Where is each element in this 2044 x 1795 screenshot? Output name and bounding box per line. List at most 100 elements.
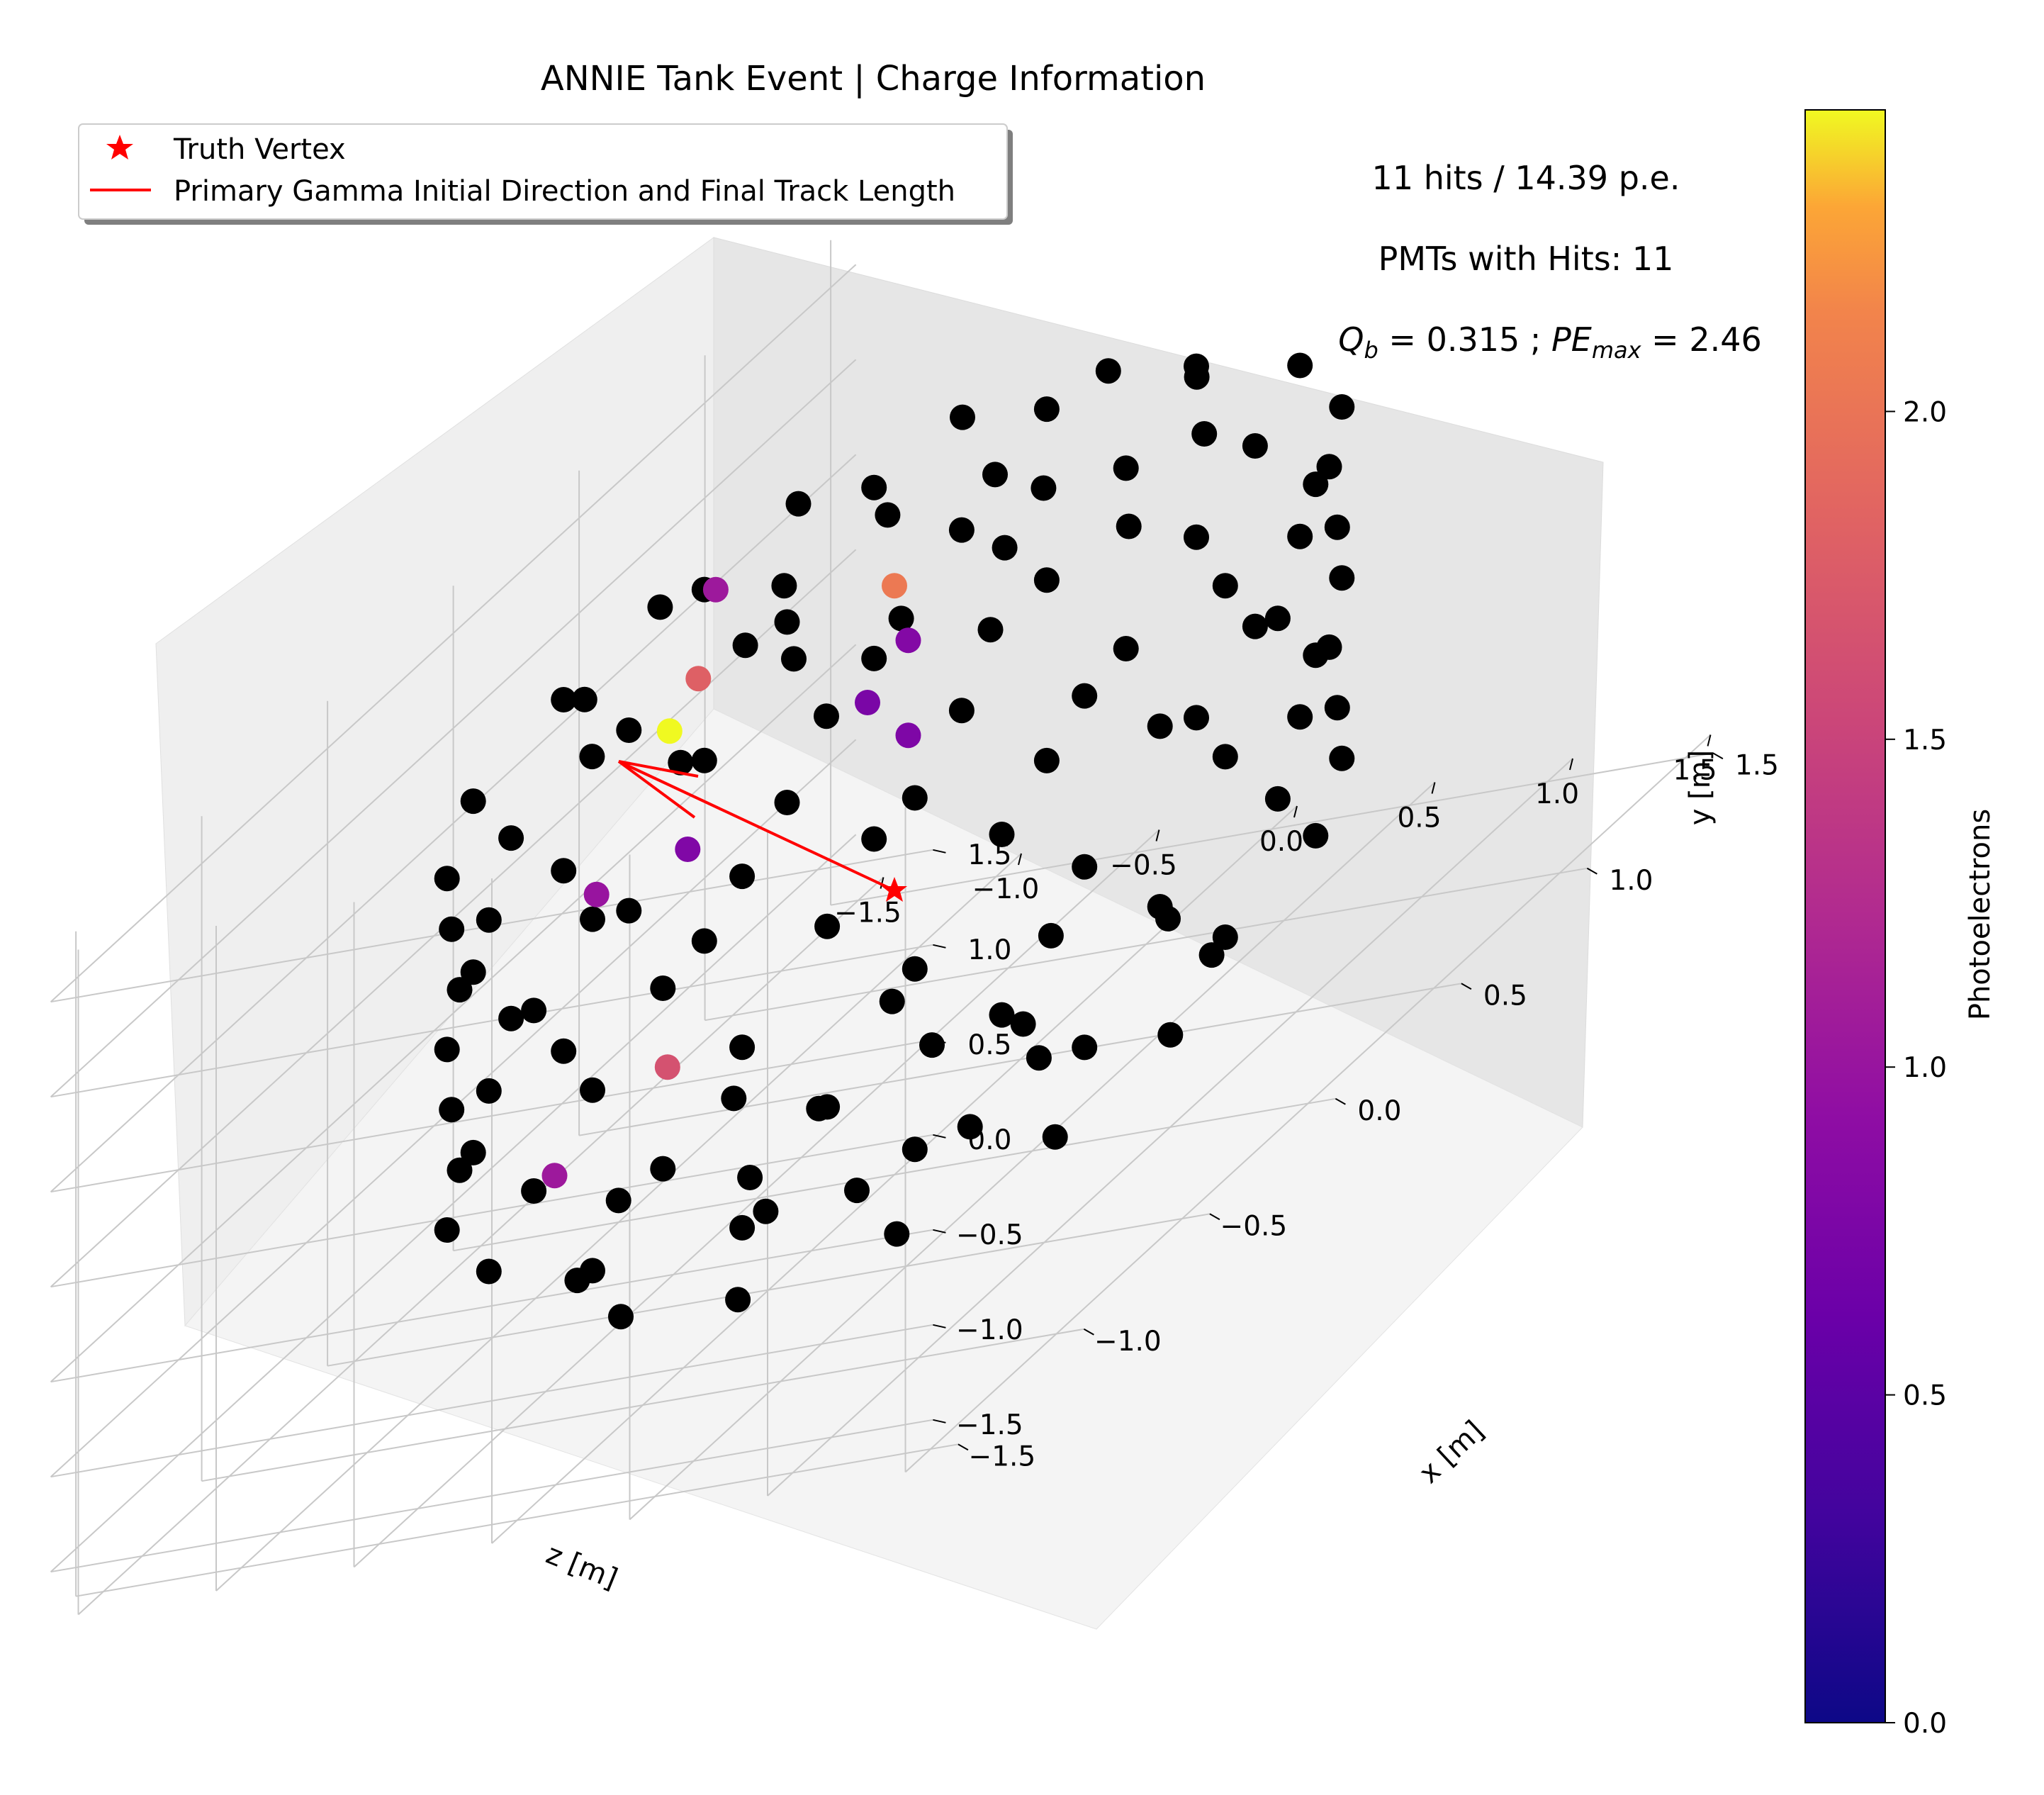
unhit-pmt-point-28 (616, 717, 642, 743)
qb-value: = 0.315 ; (1378, 320, 1551, 359)
unhit-pmt-point-55 (884, 1221, 910, 1247)
x-tick-label-2: −0.5 (1220, 1210, 1288, 1242)
unhit-pmt-point-99 (1212, 744, 1238, 770)
gridline-y-wall-x-5 (50, 359, 857, 1097)
unhit-pmt-point-106 (1264, 785, 1291, 812)
charge-balance-annotation: Qb = 0.315 ; PEmax = 2.46 (1338, 320, 1762, 364)
unhit-pmt-point-24 (571, 686, 597, 712)
y-tick-label-2: −0.5 (956, 1219, 1023, 1251)
unhit-pmt-point-70 (948, 698, 975, 724)
unhit-pmt-point-103 (1242, 433, 1268, 459)
z-tick-mark-5 (1569, 758, 1573, 771)
pemax-value: = 2.46 (1641, 320, 1762, 359)
unhit-pmt-point-54 (844, 1178, 870, 1204)
unhit-pmt-point-93 (1155, 905, 1181, 932)
unhit-pmt-point-27 (605, 1187, 631, 1214)
hit-pmt-point-1 (583, 881, 610, 907)
unhit-pmt-point-52 (785, 491, 812, 517)
unhit-pmt-point-86 (1095, 358, 1121, 384)
hit-pmt-point-7 (855, 690, 880, 715)
hit-pmt-point-9 (895, 627, 921, 654)
y-tick-mark-6 (933, 849, 946, 854)
x-tick-label-1: −1.0 (1094, 1326, 1162, 1358)
unhit-pmt-point-49 (814, 913, 841, 939)
unhit-pmt-point-23 (580, 1258, 605, 1284)
hit-pmt-point-3 (656, 718, 683, 744)
z-tick-mark-4 (1431, 782, 1436, 794)
unhit-pmt-point-69 (948, 517, 975, 543)
colorbar-tick-label-1: 0.5 (1903, 1380, 1947, 1412)
unhit-pmt-point-18 (551, 687, 577, 712)
x-tick-label-5: 1.0 (1609, 865, 1653, 897)
unhit-pmt-point-56 (861, 474, 887, 501)
x-tick-mark-4 (1461, 983, 1472, 990)
unhit-pmt-point-105 (1264, 605, 1291, 632)
hit-pmt-point-0 (541, 1163, 568, 1189)
colorbar-gradient (1804, 109, 1886, 1723)
hit-pmt-point-6 (702, 576, 729, 603)
unhit-pmt-point-88 (1113, 455, 1139, 481)
hit-pmt-point-5 (685, 666, 712, 692)
unhit-pmt-point-64 (879, 988, 905, 1014)
y-tick-label-5: 1.0 (967, 934, 1011, 966)
unhit-pmt-point-119 (1329, 745, 1355, 771)
gridline-y-wall-z-4 (50, 1039, 933, 1193)
unhit-pmt-point-29 (616, 897, 642, 924)
unhit-pmt-point-98 (1184, 524, 1209, 550)
unhit-pmt-point-60 (888, 605, 914, 632)
unhit-pmt-point-14 (498, 825, 524, 851)
unhit-pmt-point-53 (806, 1095, 832, 1122)
unhit-pmt-point-77 (1042, 1124, 1068, 1150)
unhit-pmt-point-84 (1072, 854, 1098, 880)
unhit-pmt-point-25 (579, 744, 605, 770)
unhit-pmt-point-108 (1303, 471, 1329, 498)
unhit-pmt-point-58 (861, 826, 887, 852)
z-tick-label-5: 1.0 (1535, 778, 1579, 810)
x-tick-mark-5 (1586, 867, 1597, 875)
x-tick-mark-2 (1209, 1213, 1220, 1221)
gridline-y-wall-z-3 (50, 1134, 933, 1288)
unhit-pmt-point-116 (1324, 695, 1350, 721)
unhit-pmt-point-63 (902, 1136, 928, 1163)
unhit-pmt-point-9 (460, 1139, 486, 1165)
unhit-pmt-point-13 (521, 997, 547, 1024)
gridline-z-floor-6 (904, 734, 1712, 1473)
unhit-pmt-point-71 (989, 822, 1015, 847)
unhit-pmt-point-51 (814, 703, 839, 729)
unhit-pmt-point-33 (668, 749, 694, 776)
unhit-pmt-point-62 (902, 956, 928, 982)
gridline-x-floor-5 (704, 867, 1588, 1022)
pemax-symbol: PE (1551, 320, 1592, 359)
unhit-pmt-point-89 (1113, 636, 1139, 661)
z-tick-mark-3 (1293, 805, 1298, 818)
gridline-y-wall-x-4 (50, 454, 857, 1192)
x-tick-mark-0 (958, 1443, 969, 1451)
legend-star-marker (106, 135, 133, 160)
unhit-pmt-point-68 (977, 617, 1004, 643)
pmt-points (434, 352, 1355, 1330)
hit-pmt-point-10 (895, 722, 921, 749)
unhit-pmt-point-8 (460, 959, 486, 985)
gridline-y-wall-z-5 (50, 944, 933, 1098)
pmts-annotation: PMTs with Hits: 11 (1378, 240, 1674, 278)
unhit-pmt-point-101 (1212, 924, 1238, 950)
legend-box (78, 123, 1008, 220)
track-layer (617, 760, 907, 902)
unhit-pmt-point-100 (1184, 705, 1209, 731)
unhit-pmt-point-48 (774, 790, 800, 815)
unhit-pmt-point-97 (1212, 573, 1238, 599)
hit-pmt-point-4 (675, 837, 701, 862)
track-arrowhead-lower (617, 760, 696, 819)
truth-vertex-star (882, 877, 907, 902)
axes: −1.5 −1.0 −0.5 0.0 0.5 1.0 1.5 −1.5 −1.0 −0.5 0.0 0… (834, 734, 1779, 1472)
unhit-pmt-point-44 (753, 1198, 779, 1224)
unhit-pmt-point-114 (1324, 514, 1350, 540)
gridline-y-wall-x-6 (50, 264, 857, 1002)
unhit-pmt-point-90 (1147, 713, 1173, 739)
pemax-subscript: max (1592, 337, 1642, 364)
y-tick-label-0: −1.5 (956, 1409, 1023, 1441)
unhit-pmt-point-59 (875, 502, 901, 528)
unhit-pmt-point-113 (1316, 454, 1342, 480)
legend-label-truth-vertex: Truth Vertex (173, 133, 346, 166)
unhit-pmt-point-5 (447, 1157, 473, 1183)
